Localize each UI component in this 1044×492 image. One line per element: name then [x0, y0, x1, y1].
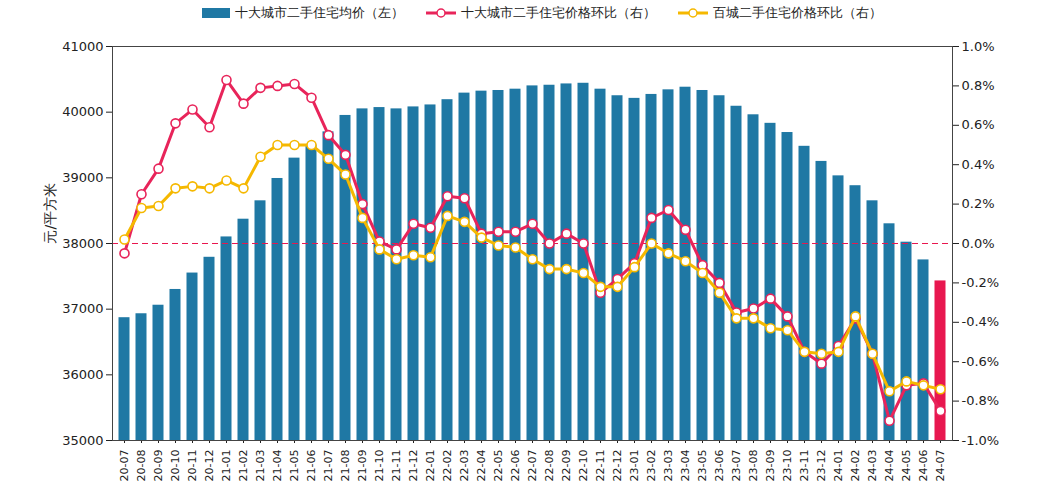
svg-text:24-05: 24-05 [900, 450, 913, 482]
svg-text:-0.8%: -0.8% [962, 393, 1000, 408]
svg-text:1.0%: 1.0% [962, 39, 995, 54]
svg-text:23-04: 23-04 [679, 450, 692, 482]
svg-text:39000: 39000 [62, 170, 103, 185]
svg-text:22-06: 22-06 [509, 450, 522, 482]
svg-text:22-10: 22-10 [577, 450, 590, 482]
svg-text:22-01: 22-01 [424, 450, 437, 482]
svg-text:21-11: 21-11 [390, 450, 403, 482]
svg-text:20-07: 20-07 [118, 450, 131, 482]
svg-text:24-02: 24-02 [849, 450, 862, 482]
html-text:十大城市二手住宅价格环比（右）: 十大城市二手住宅价格环比（右） [461, 5, 656, 20]
svg-text:23-05: 23-05 [696, 450, 709, 482]
svg-text:23-03: 23-03 [662, 450, 675, 482]
svg-text:24-01: 24-01 [832, 450, 845, 482]
svg-text:37000: 37000 [62, 301, 103, 316]
svg-text:22-08: 22-08 [543, 450, 556, 482]
svg-text:24-04: 24-04 [883, 450, 896, 482]
svg-text:21-09: 21-09 [356, 450, 369, 482]
svg-text:23-10: 23-10 [781, 450, 794, 482]
svg-text:20-08: 20-08 [135, 450, 148, 482]
svg-text:23-08: 23-08 [747, 450, 760, 482]
svg-text:22-02: 22-02 [441, 450, 454, 482]
svg-text:22-04: 22-04 [475, 450, 488, 482]
svg-text:21-07: 21-07 [322, 450, 335, 482]
svg-text:22-12: 22-12 [611, 450, 624, 482]
svg-text:20-10: 20-10 [169, 450, 182, 482]
svg-text:38000: 38000 [62, 236, 103, 251]
svg-text:0.2%: 0.2% [962, 196, 995, 211]
svg-text:20-11: 20-11 [186, 450, 199, 482]
svg-text:23-06: 23-06 [713, 450, 726, 482]
svg-text:24-07: 24-07 [934, 450, 947, 482]
svg-text:22-11: 22-11 [594, 450, 607, 482]
svg-text:23-07: 23-07 [730, 450, 743, 482]
svg-text:21-06: 21-06 [305, 450, 318, 482]
svg-text:0.4%: 0.4% [962, 157, 995, 172]
svg-text:24-03: 24-03 [866, 450, 879, 482]
svg-text:24-06: 24-06 [917, 450, 930, 482]
svg-text:23-02: 23-02 [645, 450, 658, 482]
svg-text:21-12: 21-12 [407, 450, 420, 482]
svg-text:20-12: 20-12 [203, 450, 216, 482]
svg-text:22-05: 22-05 [492, 450, 505, 482]
svg-text:-0.6%: -0.6% [962, 354, 1000, 369]
svg-text:0.6%: 0.6% [962, 117, 995, 132]
svg-text:21-04: 21-04 [271, 450, 284, 482]
svg-text:0.8%: 0.8% [962, 78, 995, 93]
svg-text:23-12: 23-12 [815, 450, 828, 482]
svg-text:22-09: 22-09 [560, 450, 573, 482]
svg-text:21-02: 21-02 [237, 450, 250, 482]
svg-text:21-01: 21-01 [220, 450, 233, 482]
html-text:百城二手住宅价格环比（右）: 百城二手住宅价格环比（右） [713, 5, 882, 20]
svg-text:21-03: 21-03 [254, 450, 267, 482]
svg-text:22-03: 22-03 [458, 450, 471, 482]
svg-text:23-11: 23-11 [798, 450, 811, 482]
html-text:十大城市二手住宅均价（左）: 十大城市二手住宅均价（左） [235, 5, 404, 20]
svg-text:20-09: 20-09 [152, 450, 165, 482]
svg-text:21-10: 21-10 [373, 450, 386, 482]
svg-text:41000: 41000 [62, 39, 103, 54]
svg-text:-0.2%: -0.2% [962, 275, 1000, 290]
svg-text:35000: 35000 [62, 433, 103, 448]
svg-text:23-01: 23-01 [628, 450, 641, 482]
svg-text:40000: 40000 [62, 104, 103, 119]
svg-text:-1.0%: -1.0% [962, 433, 1000, 448]
svg-text:21-05: 21-05 [288, 450, 301, 482]
svg-text:-0.4%: -0.4% [962, 314, 1000, 329]
svg-text:22-07: 22-07 [526, 450, 539, 482]
svg-text:36000: 36000 [62, 367, 103, 382]
svg-text:23-09: 23-09 [764, 450, 777, 482]
svg-text:元/平方米: 元/平方米 [42, 183, 58, 244]
svg-text:0.0%: 0.0% [962, 236, 995, 251]
svg-text:21-08: 21-08 [339, 450, 352, 482]
